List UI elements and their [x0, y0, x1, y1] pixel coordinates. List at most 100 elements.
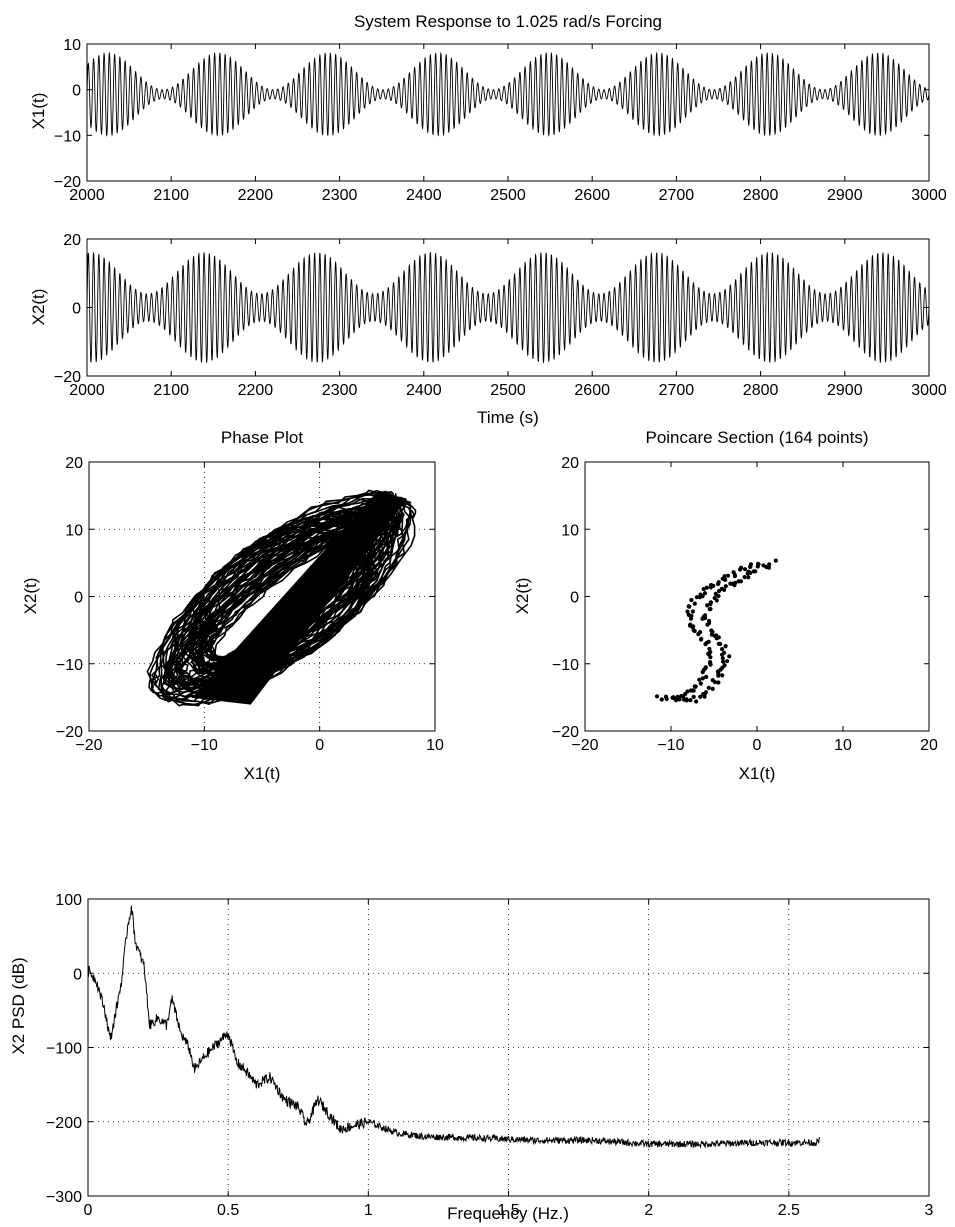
ticks-x2-time: 2000 2100 2200 2300 2400 2500 2600 2700 2800 2900… [54, 232, 947, 399]
xlabel-poincare-section: X1(t) [739, 764, 776, 783]
xlabel-phase-plot: X1(t) [244, 764, 281, 783]
x-tick-label: −10 [191, 737, 218, 754]
poincare-point [708, 661, 713, 666]
poincare-point [708, 585, 714, 590]
x-tick-label: 2100 [153, 382, 189, 399]
poincare-point [751, 569, 756, 574]
poincare-point [723, 584, 728, 589]
poincare-point [663, 694, 669, 699]
psd-line [87, 905, 821, 1149]
y-tick-label: 10 [63, 37, 81, 54]
x-tick-label: 10 [426, 737, 444, 754]
x-tick-label: 1.5 [497, 1202, 519, 1219]
trace-x2-time [86, 251, 930, 364]
y-tick-label: 0 [72, 301, 81, 318]
x-tick-label: 2400 [406, 187, 442, 204]
x-tick-label: 2300 [322, 187, 358, 204]
orbit-loop [167, 512, 394, 686]
x-tick-label: 2300 [322, 382, 358, 399]
y-tick-label: −300 [46, 1189, 82, 1206]
panel-phase-plot: Phase Plot X2(t) X1(t) −20 −10 0 10 20 10 0 −10… [21, 428, 444, 783]
xlabel-psd: Frequency (Hz.) [447, 1204, 569, 1223]
x-tick-label: 2700 [659, 187, 695, 204]
x-tick-label: −10 [657, 737, 684, 754]
x-tick-label: 2700 [659, 382, 695, 399]
poincare-point [720, 647, 725, 652]
y-tick-label: 0 [570, 590, 579, 607]
axes-frame-poincare-section [584, 461, 930, 732]
orbit-loop [178, 511, 383, 686]
poincare-point [708, 655, 713, 660]
x-tick-label: 20 [920, 737, 938, 754]
poincare-point [712, 595, 717, 601]
y-tick-label: −200 [46, 1115, 82, 1132]
poincare-point [714, 636, 719, 641]
x-tick-label: 2800 [743, 187, 779, 204]
poincare-point [696, 632, 701, 637]
poincare-point [684, 697, 689, 702]
poincare-point [761, 563, 766, 568]
series-line [86, 251, 930, 364]
poincare-point [720, 656, 725, 661]
trace-psd [87, 905, 821, 1149]
x-tick-label: −20 [75, 737, 102, 754]
poincare-point [773, 558, 778, 563]
poincare-point [718, 641, 723, 647]
x-tick-label: 2 [644, 1202, 653, 1219]
x-tick-label: 2100 [153, 187, 189, 204]
x-tick-label: 2800 [743, 382, 779, 399]
x-tick-label: 3 [925, 1202, 934, 1219]
ticks-phase-plot: −20 −10 0 10 20 10 0 −10 −20 [56, 455, 444, 754]
x-tick-label: 2000 [69, 382, 105, 399]
poincare-point [659, 697, 664, 702]
poincare-point [721, 659, 726, 664]
poincare-point [738, 567, 743, 572]
series-line [86, 51, 930, 137]
xlabel-x2-time: Time (s) [477, 408, 539, 427]
ylabel-phase-plot: X2(t) [21, 578, 40, 615]
poincare-point [705, 603, 710, 608]
x-tick-label: 3000 [911, 187, 947, 204]
x-tick-label: 2900 [827, 382, 863, 399]
poincare-point [704, 674, 709, 680]
x-tick-label: 2900 [827, 187, 863, 204]
orbit-loop [208, 533, 358, 665]
x-tick-label: 3000 [911, 382, 947, 399]
y-tick-label: 10 [561, 522, 579, 539]
y-tick-label: −10 [552, 657, 579, 674]
poincare-point [691, 688, 696, 693]
poincare-point [727, 654, 732, 659]
poincare-point [710, 686, 715, 692]
x-tick-label: 2200 [238, 382, 274, 399]
x-tick-label: 0 [315, 737, 324, 754]
poincare-point [703, 642, 708, 647]
y-tick-label: 10 [65, 522, 83, 539]
poincare-point [685, 609, 690, 614]
ylabel-psd: X2 PSD (dB) [9, 957, 28, 1054]
x-tick-label: 0.5 [217, 1202, 239, 1219]
x-tick-label: 2400 [406, 382, 442, 399]
y-tick-label: −100 [46, 1041, 82, 1058]
poincare-point [723, 577, 728, 583]
poincare-point [732, 574, 738, 579]
poincare-point [742, 575, 747, 580]
poincare-point [742, 567, 748, 572]
poincare-point [728, 581, 733, 586]
x-tick-label: 2.5 [778, 1202, 800, 1219]
poincare-point [675, 694, 680, 700]
poincare-point [702, 591, 708, 596]
poincare-point [692, 684, 697, 689]
poincare-point [746, 575, 751, 580]
y-tick-label: 100 [55, 892, 82, 909]
poincare-point [688, 698, 693, 703]
y-tick-label: −20 [54, 174, 81, 191]
orbit-loop [170, 509, 394, 688]
poincare-point [688, 616, 694, 621]
ylabel-poincare-section: X2(t) [513, 578, 532, 615]
y-tick-label: 20 [63, 232, 81, 249]
y-tick-label: −20 [552, 724, 579, 741]
poincare-point [698, 637, 704, 642]
poincare-point [723, 644, 728, 649]
poincare-point [712, 680, 718, 685]
poincare-point [706, 651, 711, 656]
